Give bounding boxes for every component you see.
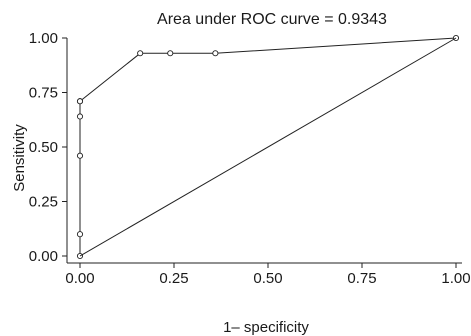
y-tick-label: 0.00 — [29, 248, 58, 265]
y-axis-title: Sensitivity — [11, 124, 28, 192]
x-tick-label: 0.50 — [253, 270, 282, 287]
roc-point — [137, 50, 144, 57]
x-tick-label: 1.00 — [441, 270, 470, 287]
reference-diagonal-line — [79, 37, 457, 257]
roc-point — [212, 50, 219, 57]
roc-point — [76, 152, 84, 159]
roc-point — [76, 113, 84, 120]
roc-point — [167, 50, 174, 57]
chart-title: Area under ROC curve = 0.9343 — [157, 11, 387, 28]
x-tick-label: 0.25 — [159, 270, 188, 287]
y-tick-label: 0.75 — [29, 85, 58, 102]
x-axis-title: 1– specificity — [223, 319, 309, 336]
axes — [66, 38, 462, 264]
y-tick-label: 1.00 — [29, 30, 58, 47]
y-tick-label: 0.25 — [29, 194, 58, 211]
roc-point — [76, 231, 84, 238]
x-tick-label: 0.75 — [347, 270, 376, 287]
y-tick-label: 0.50 — [29, 139, 58, 156]
tick-labels: 0.00 0.25 0.50 0.75 1.00 0.00 0.25 0.50 0.75 1.00 — [29, 30, 471, 287]
roc-point — [76, 98, 84, 105]
x-tick-label: 0.00 — [65, 270, 94, 287]
series-layer — [76, 34, 460, 260]
